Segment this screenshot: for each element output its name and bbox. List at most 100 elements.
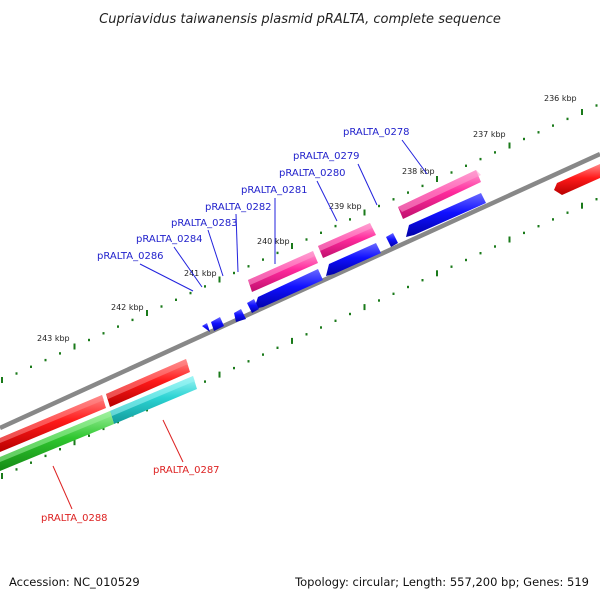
scale-tick (595, 104, 598, 107)
tick-label-242kbp: 242 kbp (111, 303, 144, 312)
scale-tick (479, 252, 482, 255)
scale-tick (407, 285, 409, 289)
gene-arrow-pRALTA_0284[interactable] (211, 317, 224, 331)
feature-pink-2[interactable] (318, 223, 376, 258)
gene-arrow-pRALTA_0287[interactable] (106, 359, 190, 407)
scale-tick (291, 337, 293, 344)
scale-tick (552, 218, 554, 221)
tick-label-240kbp: 240 kbp (257, 237, 290, 246)
scale-tick (581, 109, 583, 115)
gene-arrow-pRALTA_0280[interactable] (326, 243, 381, 276)
gene-arrow-pRALTA_0279[interactable] (386, 233, 398, 247)
scale-tick (59, 352, 61, 355)
scale-tick (581, 202, 583, 209)
scale-tick (204, 285, 206, 288)
scale-tick (436, 176, 438, 182)
scale-tick (276, 251, 279, 255)
scale-tick (349, 312, 351, 316)
scale-tick (421, 184, 424, 188)
scale-tick (595, 198, 598, 201)
scale-tick (88, 338, 90, 342)
tick-label-241kbp: 241 kbp (184, 269, 217, 278)
gene-label-pRALTA_0278[interactable]: pRALTA_0278 (343, 127, 410, 138)
gene-label-pRALTA_0284[interactable]: pRALTA_0284 (136, 234, 203, 245)
scale-tick (233, 366, 235, 370)
scale-tick (59, 448, 61, 451)
scale-tick (392, 198, 395, 201)
scale-tick (305, 333, 308, 336)
scale-tick (44, 358, 47, 362)
scale-tick (465, 164, 467, 167)
scale-tick (305, 238, 308, 241)
scale-tick (88, 434, 90, 437)
tick-label-239kbp: 239 kbp (329, 202, 362, 211)
feature-pink-3[interactable] (248, 251, 318, 292)
scale-tick (233, 271, 235, 275)
scale-tick (102, 427, 105, 431)
gene-arrow-pRALTA_0288[interactable] (0, 395, 106, 452)
gene-arrow-pRALTA_0282[interactable] (247, 299, 259, 313)
gene-label-pRALTA_0281[interactable]: pRALTA_0281 (241, 185, 308, 196)
scale-tick (363, 304, 366, 311)
scale-tick (334, 224, 337, 228)
label-leaders (52, 139, 428, 510)
scale-tick (552, 124, 554, 127)
sequence-backbone (0, 151, 600, 431)
gene-label-pRALTA_0283[interactable]: pRALTA_0283 (171, 218, 238, 229)
scale-tick (407, 191, 409, 194)
scale-tick (218, 276, 221, 283)
gene-label-pRALTA_0288[interactable]: pRALTA_0288 (41, 513, 108, 524)
scale-tick (247, 265, 250, 268)
tick-label-237kbp: 237 kbp (473, 130, 506, 139)
scale-tick (450, 171, 453, 174)
scale-tick (392, 292, 395, 295)
scale-tick (73, 343, 76, 350)
scale-tick (494, 151, 496, 154)
scale-tick (363, 209, 366, 216)
scale-tick (131, 318, 134, 322)
scale-tick (262, 258, 264, 261)
inner-scale-ticks (1, 198, 598, 479)
gene-arrow-pRALTA_0278[interactable] (406, 193, 486, 237)
map-title: Cupriavidus taiwanensis plasmid pRALTA, … (99, 12, 501, 27)
scale-tick (204, 380, 206, 383)
scale-tick (175, 298, 177, 301)
scale-tick (334, 319, 337, 322)
tick-label-243kbp: 243 kbp (37, 334, 70, 343)
gene-arrow-top-right-red[interactable] (554, 164, 600, 195)
gene-label-pRALTA_0280[interactable]: pRALTA_0280 (279, 168, 346, 179)
scale-tick (566, 211, 569, 214)
scale-tick (566, 117, 569, 121)
gene-arrow-pRALTA_0283[interactable] (234, 309, 246, 322)
scale-tick (378, 299, 380, 302)
scale-tick (146, 310, 148, 316)
scale-tick (73, 439, 76, 446)
gene-label-pRALTA_0287[interactable]: pRALTA_0287 (153, 465, 220, 476)
feature-cyan[interactable] (110, 376, 197, 424)
scale-tick (276, 346, 279, 349)
topology-summary-text: Topology: circular; Length: 557,200 bp; … (295, 575, 589, 589)
gene-arrow-pRALTA_0286[interactable] (202, 323, 210, 332)
scale-tick (30, 365, 32, 368)
feature-green[interactable] (0, 411, 114, 471)
scale-tick (421, 279, 424, 282)
scale-tick (44, 454, 47, 458)
scale-tick (218, 371, 221, 378)
scale-tick (523, 137, 525, 141)
gene-label-pRALTA_0279[interactable]: pRALTA_0279 (293, 151, 360, 162)
scale-tick (1, 473, 3, 479)
tick-label-236kbp: 236 kbp (544, 94, 577, 103)
gene-arrow-pRALTA_0281[interactable] (254, 269, 323, 309)
scale-tick (262, 353, 264, 356)
scale-tick (320, 231, 322, 234)
scale-tick (378, 204, 380, 208)
scale-tick (537, 225, 540, 228)
scale-tick (508, 236, 511, 243)
scale-tick (494, 245, 496, 248)
scale-tick (117, 325, 119, 328)
scale-tick (523, 231, 525, 235)
feature-pink-1[interactable] (398, 170, 481, 219)
gene-label-pRALTA_0286[interactable]: pRALTA_0286 (97, 251, 164, 262)
gene-label-pRALTA_0282[interactable]: pRALTA_0282 (205, 202, 272, 213)
